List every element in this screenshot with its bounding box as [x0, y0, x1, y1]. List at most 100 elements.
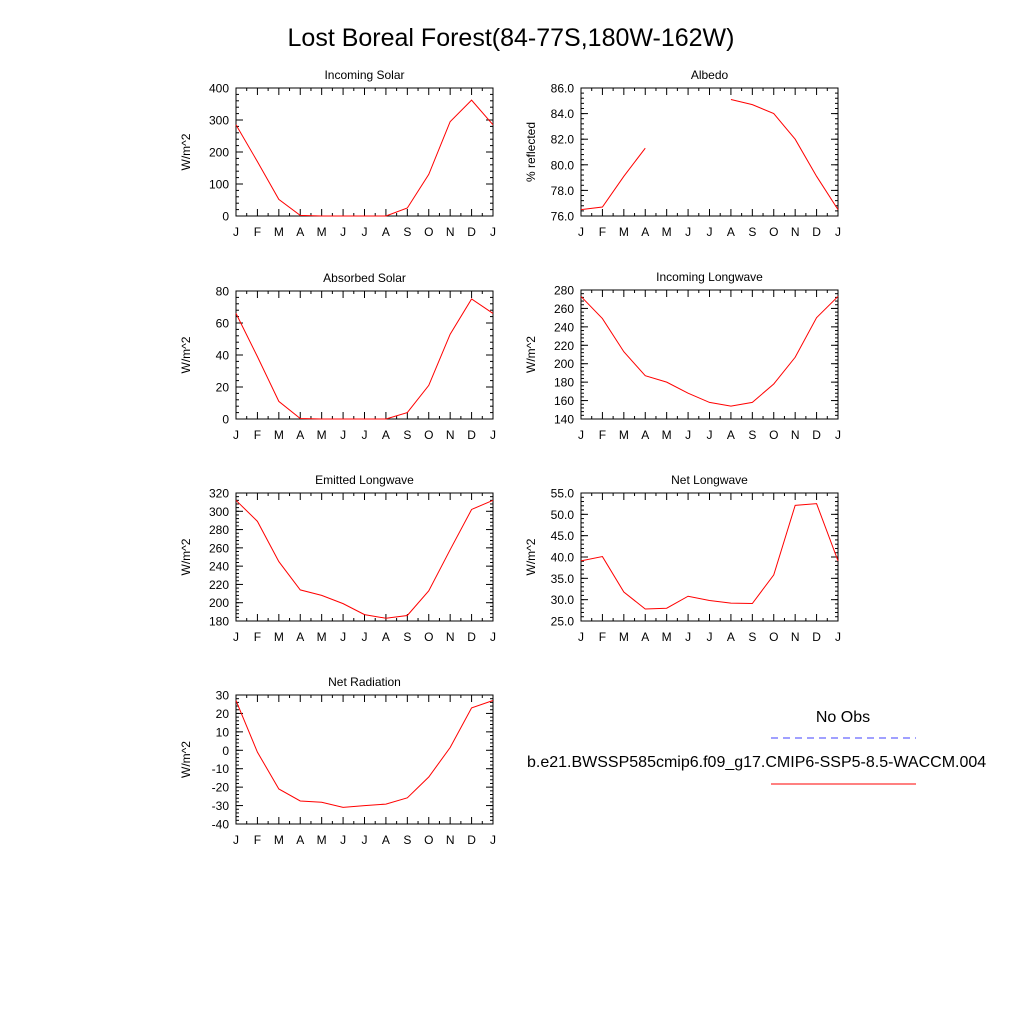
- legend-obs-label: No Obs: [816, 709, 870, 726]
- x-tick-label: A: [727, 225, 735, 239]
- x-tick-label: S: [403, 833, 411, 847]
- x-tick-label: N: [791, 630, 800, 644]
- x-tick-label: A: [727, 630, 735, 644]
- y-tick-label: 180: [209, 615, 229, 629]
- y-tick-label: 280: [554, 284, 574, 298]
- x-tick-label: O: [769, 428, 778, 442]
- x-tick-label: S: [748, 225, 756, 239]
- y-axis-label: W/m^2: [179, 336, 193, 373]
- x-tick-label: A: [641, 630, 649, 644]
- y-axis-label: W/m^2: [524, 538, 538, 575]
- x-tick-label: M: [274, 428, 284, 442]
- x-tick-label: J: [490, 630, 496, 644]
- y-tick-label: 200: [554, 357, 574, 371]
- x-tick-label: M: [317, 428, 327, 442]
- x-tick-label: J: [233, 630, 239, 644]
- x-tick-label: J: [233, 225, 239, 239]
- panel-albedo: J F M A M J J A S O N D J76.078.080.082.084.086.0Alb…: [524, 68, 841, 239]
- y-tick-label: 100: [209, 178, 229, 192]
- x-tick-label: J: [340, 630, 346, 644]
- y-tick-label: 140: [554, 413, 574, 427]
- x-tick-label: O: [769, 225, 778, 239]
- y-tick-label: 0: [222, 413, 229, 427]
- x-tick-label: J: [685, 428, 691, 442]
- x-tick-label: S: [748, 630, 756, 644]
- y-tick-label: 220: [554, 339, 574, 353]
- x-tick-label: F: [254, 428, 261, 442]
- y-tick-label: 50.0: [551, 508, 575, 522]
- x-tick-label: M: [619, 225, 629, 239]
- y-tick-label: 200: [209, 596, 229, 610]
- plot-frame: [235, 694, 494, 825]
- y-tick-label: -40: [212, 818, 230, 832]
- series-line: [580, 503, 839, 610]
- x-tick-label: J: [490, 225, 496, 239]
- x-tick-label: F: [254, 630, 261, 644]
- x-tick-label: A: [641, 225, 649, 239]
- x-tick-label: J: [835, 428, 841, 442]
- y-tick-label: 78.0: [551, 184, 575, 198]
- x-tick-label: S: [403, 225, 411, 239]
- x-tick-label: J: [685, 630, 691, 644]
- x-tick-label: J: [362, 630, 368, 644]
- panel-emitted-longwave: J F M A M J J A S O N D J180200220240260280300320Emi…: [179, 473, 496, 644]
- y-tick-label: 240: [554, 320, 574, 334]
- x-tick-label: D: [467, 630, 476, 644]
- y-tick-label: 300: [209, 114, 229, 128]
- series-line: [580, 296, 839, 407]
- y-tick-label: 10: [216, 725, 230, 739]
- panel-title: Absorbed Solar: [323, 271, 406, 285]
- y-tick-label: 86.0: [551, 82, 575, 96]
- y-tick-label: 280: [209, 523, 229, 537]
- y-tick-label: 0: [222, 210, 229, 224]
- y-tick-label: 35.0: [551, 572, 575, 586]
- x-tick-label: S: [748, 428, 756, 442]
- x-tick-label: A: [382, 630, 390, 644]
- x-tick-label: O: [424, 225, 433, 239]
- series-line: [235, 499, 494, 619]
- x-tick-label: J: [578, 630, 584, 644]
- x-tick-label: M: [662, 630, 672, 644]
- x-tick-label: J: [362, 833, 368, 847]
- x-tick-label: D: [812, 428, 821, 442]
- x-tick-label: M: [317, 225, 327, 239]
- x-tick-label: O: [424, 428, 433, 442]
- x-tick-label: A: [382, 225, 390, 239]
- x-tick-label: M: [317, 833, 327, 847]
- y-axis-label: W/m^2: [179, 741, 193, 778]
- panel-title: Emitted Longwave: [315, 473, 414, 487]
- x-tick-label: A: [296, 630, 304, 644]
- series-line: [235, 99, 494, 217]
- y-tick-label: 20: [216, 707, 230, 721]
- x-tick-label: N: [446, 630, 455, 644]
- x-tick-label: M: [662, 428, 672, 442]
- x-tick-label: A: [382, 428, 390, 442]
- x-tick-label: D: [467, 428, 476, 442]
- y-tick-label: 45.0: [551, 529, 575, 543]
- x-tick-label: D: [467, 225, 476, 239]
- y-tick-label: 200: [209, 146, 229, 160]
- panel-title: Albedo: [691, 68, 729, 82]
- legend-model-label: b.e21.BWSSP585cmip6.f09_g17.CMIP6-SSP5-8…: [527, 754, 986, 771]
- panel-title: Net Radiation: [328, 675, 401, 689]
- y-tick-label: 84.0: [551, 107, 575, 121]
- x-tick-label: O: [424, 833, 433, 847]
- plot-frame: [235, 87, 494, 217]
- x-tick-label: S: [403, 428, 411, 442]
- x-tick-label: F: [599, 630, 606, 644]
- y-tick-label: 400: [209, 82, 229, 96]
- x-tick-label: M: [274, 833, 284, 847]
- y-tick-label: 60: [216, 317, 230, 331]
- x-tick-label: M: [274, 630, 284, 644]
- y-tick-label: 20: [216, 381, 230, 395]
- y-tick-label: 240: [209, 560, 229, 574]
- x-tick-label: O: [769, 630, 778, 644]
- x-tick-label: A: [296, 225, 304, 239]
- panel-title: Incoming Solar: [324, 68, 404, 82]
- x-tick-label: S: [403, 630, 411, 644]
- x-tick-label: J: [707, 225, 713, 239]
